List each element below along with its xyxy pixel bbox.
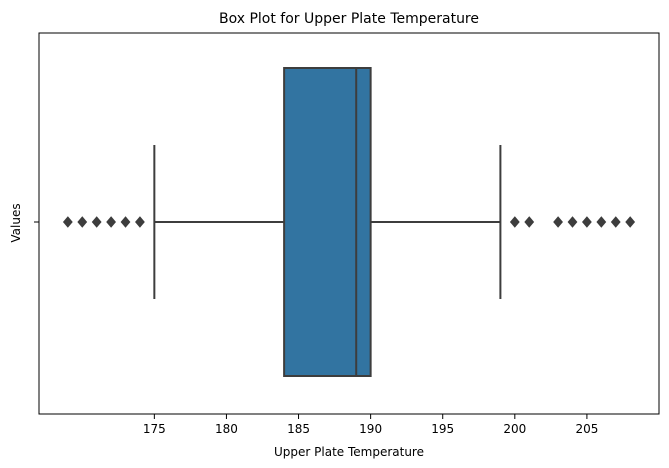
plot-area-frame xyxy=(38,32,660,415)
x-tick-label: 185 xyxy=(287,422,310,436)
outlier-point xyxy=(524,216,535,228)
outlier-point xyxy=(77,216,88,228)
x-tick-label: 175 xyxy=(143,422,166,436)
outlier-point xyxy=(62,216,73,228)
outlier-point xyxy=(596,216,607,228)
outlier-point xyxy=(582,216,592,228)
outliers xyxy=(62,216,636,228)
x-tick-label: 205 xyxy=(575,422,598,436)
box-plot xyxy=(153,67,502,377)
chart-title: Box Plot for Upper Plate Temperature xyxy=(219,11,479,27)
x-tick-label: 195 xyxy=(431,422,454,436)
outlier-point xyxy=(91,216,102,228)
iqr-box xyxy=(283,67,372,377)
x-tick-label: 180 xyxy=(215,422,238,436)
x-axis: 175 180 185 190 195 200 205 xyxy=(143,414,598,436)
outlier-point xyxy=(625,216,636,228)
outlier-point xyxy=(610,216,621,228)
outlier-point xyxy=(567,216,578,228)
x-tick-label: 190 xyxy=(359,422,382,436)
outlier-point xyxy=(106,216,116,228)
y-axis-label: Values xyxy=(9,203,23,242)
x-tick-label: 200 xyxy=(503,422,526,436)
x-axis-label: Upper Plate Temperature xyxy=(274,445,424,459)
outlier-point xyxy=(135,216,145,228)
outlier-point xyxy=(553,216,563,228)
outlier-point xyxy=(120,216,131,228)
outlier-point xyxy=(509,216,520,228)
